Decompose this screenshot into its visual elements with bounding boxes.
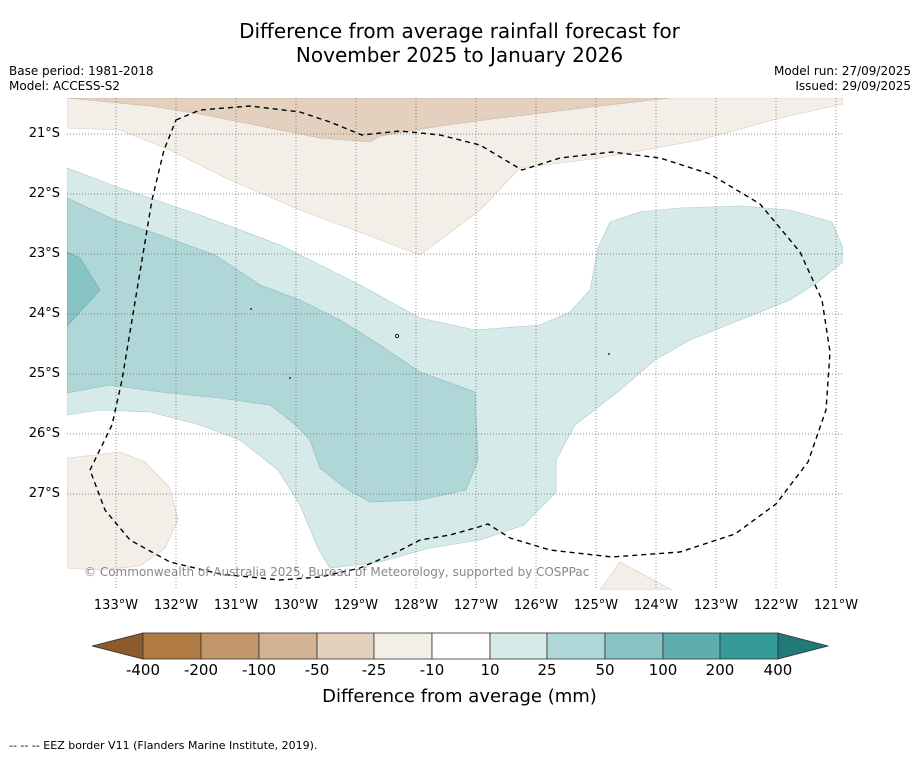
lon-label: 128°W [393,598,439,613]
colorbar-label: 50 [595,661,615,679]
wet-band-strong [67,251,101,327]
island-marker [608,353,610,355]
colorbar-segment [546,632,606,660]
lat-label: 24°S [28,306,60,321]
lon-label: 130°W [273,598,319,613]
lat-label: 21°S [28,126,60,141]
dry-band-light [67,98,843,256]
colorbar-high-extend [777,632,830,660]
dry-patch-southwest [67,451,179,571]
lon-label: 121°W [813,598,859,613]
colorbar-label: 200 [705,661,735,679]
colorbar-segment [316,632,375,660]
model-run: Model run: 27/09/2025 [773,64,911,78]
colorbar-segment [373,632,433,660]
dry-band-medium [67,98,671,143]
eez-legend-note: -- -- -- EEZ border V11 (Flanders Marine… [9,739,318,752]
colorbar-label: -10 [419,661,445,679]
island-marker [250,308,252,310]
colorbar-segment [604,632,664,660]
lon-label: 133°W [93,598,139,613]
lat-label: 23°S [28,246,60,261]
base-period: Base period: 1981-2018 [9,64,154,78]
lon-label: 126°W [513,598,559,613]
lon-label: 131°W [213,598,259,613]
eez-border [89,105,831,581]
wet-band-medium [67,197,479,503]
lon-label: 123°W [693,598,739,613]
copyright-notice: © Commonwealth of Australia 2025, Bureau… [84,565,590,579]
colorbar-label: -50 [304,661,330,679]
lat-label: 22°S [28,186,60,201]
lon-label: 122°W [753,598,799,613]
island-marker [394,333,399,338]
colorbar [91,632,830,660]
colorbar-title: Difference from average (mm) [322,686,597,707]
colorbar-segment [258,632,318,660]
island-marker [289,377,291,379]
colorbar-segment [142,632,202,660]
wet-band-light [67,167,843,569]
gridlines [67,98,843,590]
lat-label: 26°S [28,426,60,441]
colorbar-label: 10 [480,661,500,679]
colorbar-label: 25 [537,661,557,679]
lat-label: 25°S [28,366,60,381]
colorbar-segment [719,632,779,660]
map-area [67,98,843,590]
title-line-1: Difference from average rainfall forecas… [239,19,680,43]
colorbar-label: 400 [763,661,793,679]
colorbar-label: -25 [361,661,387,679]
lat-label: 27°S [28,486,60,501]
lon-label: 129°W [333,598,379,613]
colorbar-segment [200,632,260,660]
lon-label: 127°W [453,598,499,613]
colorbar-low-extend [91,632,144,660]
colorbar-label: 100 [648,661,678,679]
colorbar-segment [489,632,548,660]
colorbar-segment [662,632,721,660]
lon-label: 124°W [633,598,679,613]
colorbar-segment [431,632,491,660]
lon-label: 132°W [153,598,199,613]
colorbar-label: -200 [183,661,219,679]
model-name: Model: ACCESS-S2 [9,79,121,93]
colorbar-label: -400 [125,661,161,679]
lon-label: 125°W [573,598,619,613]
issued-date: Issued: 29/09/2025 [795,79,911,93]
colorbar-label: -100 [241,661,277,679]
title-line-2: November 2025 to January 2026 [295,43,624,67]
dry-patch-south [599,561,673,590]
